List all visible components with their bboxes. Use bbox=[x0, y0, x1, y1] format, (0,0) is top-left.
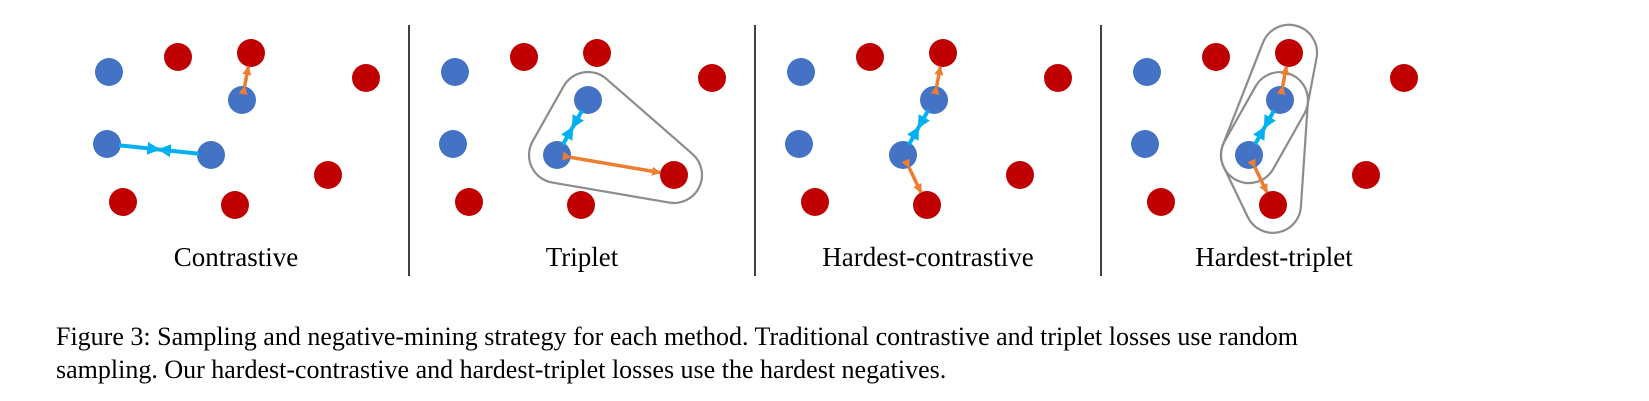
panel-label: Hardest-triplet bbox=[1195, 242, 1353, 272]
negative-point bbox=[1006, 161, 1034, 189]
panel-label: Triplet bbox=[546, 242, 619, 272]
panel-contrastive: Contrastive bbox=[93, 39, 380, 272]
anchor-point bbox=[441, 58, 469, 86]
negative-point bbox=[455, 188, 483, 216]
triplet-outline bbox=[527, 70, 704, 205]
positive-pull-arrow bbox=[916, 109, 930, 129]
negative-point bbox=[1390, 64, 1418, 92]
negative-push-arrow bbox=[1276, 65, 1290, 96]
negative-push-arrow bbox=[930, 65, 944, 96]
caption-line-2: sampling. Our hardest-contrastive and ha… bbox=[56, 355, 947, 384]
negative-point bbox=[929, 39, 957, 67]
anchor-point bbox=[889, 141, 917, 169]
anchor-point bbox=[543, 141, 571, 169]
negative-point bbox=[567, 191, 595, 219]
negative-point bbox=[237, 39, 265, 67]
anchor-point bbox=[95, 58, 123, 86]
negative-point bbox=[583, 39, 611, 67]
negative-point bbox=[660, 161, 688, 189]
negative-point bbox=[1352, 161, 1380, 189]
negative-point bbox=[1259, 191, 1287, 219]
negative-push-arrow bbox=[1247, 158, 1269, 194]
negative-point bbox=[1147, 188, 1175, 216]
anchor-point bbox=[787, 58, 815, 86]
anchor-point bbox=[574, 86, 602, 114]
positive-pull-arrow bbox=[157, 144, 200, 158]
negative-push-arrow bbox=[562, 151, 662, 176]
triplet-outline bbox=[1219, 71, 1310, 234]
anchor-point bbox=[920, 86, 948, 114]
positive-pull-arrow bbox=[1253, 126, 1267, 146]
panel-label: Contrastive bbox=[174, 242, 298, 272]
figure-caption: Figure 3: Sampling and negative-mining s… bbox=[56, 320, 1556, 386]
anchor-point bbox=[1235, 141, 1263, 169]
negative-point bbox=[698, 64, 726, 92]
anchor-point bbox=[93, 130, 121, 158]
negative-push-arrow bbox=[238, 65, 252, 96]
negative-point bbox=[221, 191, 249, 219]
positive-pull-arrow bbox=[570, 109, 584, 129]
negative-push-arrow bbox=[901, 158, 923, 194]
anchor-point bbox=[1133, 58, 1161, 86]
negative-point bbox=[801, 188, 829, 216]
negative-point bbox=[352, 64, 380, 92]
anchor-point bbox=[439, 130, 467, 158]
positive-pull-arrow bbox=[1262, 109, 1276, 129]
panel-hardest-contrastive: Hardest-contrastive bbox=[785, 39, 1072, 272]
positive-pull-arrow bbox=[907, 126, 921, 146]
positive-pull-arrow bbox=[118, 141, 161, 155]
anchor-point bbox=[1266, 86, 1294, 114]
anchor-point bbox=[197, 141, 225, 169]
negative-point bbox=[856, 43, 884, 71]
negative-point bbox=[164, 43, 192, 71]
negative-point bbox=[1044, 64, 1072, 92]
caption-line-1: Figure 3: Sampling and negative-mining s… bbox=[56, 322, 1298, 351]
negative-point bbox=[913, 191, 941, 219]
negative-point bbox=[1202, 43, 1230, 71]
negative-point bbox=[109, 188, 137, 216]
negative-point bbox=[314, 161, 342, 189]
panel-hardest-triplet: Hardest-triplet bbox=[1131, 23, 1418, 272]
anchor-point bbox=[228, 86, 256, 114]
panel-triplet: Triplet bbox=[439, 39, 726, 272]
anchor-point bbox=[1131, 130, 1159, 158]
panel-dividers bbox=[408, 25, 1102, 276]
negative-point bbox=[510, 43, 538, 71]
anchor-point bbox=[785, 130, 813, 158]
strategy-figure: Contrastive Triplet Hardest-contrastive Har… bbox=[93, 23, 1418, 276]
panel-label: Hardest-contrastive bbox=[822, 242, 1033, 272]
negative-point bbox=[1275, 39, 1303, 67]
positive-pull-arrow bbox=[561, 126, 575, 146]
